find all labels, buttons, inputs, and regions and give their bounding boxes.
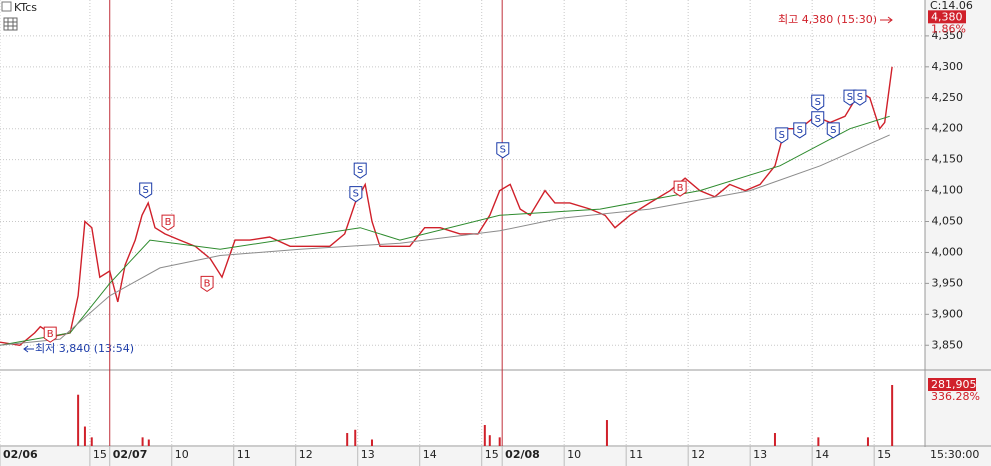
signal-marker	[496, 142, 510, 159]
x-tick-label: 11	[237, 448, 251, 461]
signal-label: S	[500, 145, 506, 156]
y-tick-label: 4,200	[932, 122, 964, 135]
x-tick-label: 02/08	[505, 448, 540, 461]
x-tick-label: 14	[815, 448, 829, 461]
volume-bar	[346, 433, 349, 446]
signal-marker	[43, 326, 57, 343]
price-line	[0, 115, 890, 346]
volume-bar	[147, 439, 150, 446]
volume-bar	[370, 439, 373, 446]
signal-label: S	[797, 125, 803, 136]
signal-marker	[161, 214, 175, 231]
price-box-label: 4,380	[931, 10, 963, 23]
y-tick-label: 4,000	[932, 245, 964, 258]
price-line	[0, 134, 890, 346]
x-tick-label: 02/06	[3, 448, 38, 461]
signal-label: S	[815, 97, 821, 108]
signal-label: S	[143, 185, 149, 196]
signal-label: B	[204, 278, 211, 289]
x-tick-label: 12	[691, 448, 705, 461]
volume-bar	[90, 437, 93, 446]
signal-marker	[793, 122, 807, 139]
signal-marker	[811, 111, 825, 128]
signal-label: S	[779, 130, 785, 141]
signal-label: S	[847, 92, 853, 103]
x-tick-label: 02/07	[113, 448, 148, 461]
x-tick-label: 12	[299, 448, 313, 461]
price-change: 1.86%	[931, 22, 966, 35]
x-tick-label: 14	[423, 448, 437, 461]
signal-label: S	[857, 92, 863, 103]
volume-bar	[83, 426, 86, 446]
checkbox[interactable]	[1, 1, 12, 12]
signal-label: B	[677, 183, 684, 194]
volume-label: 281,905	[931, 378, 977, 391]
signal-label: S	[353, 189, 359, 200]
low-arrow	[23, 345, 34, 353]
signal-marker	[673, 180, 687, 197]
signal-marker	[349, 186, 363, 203]
signal-marker	[826, 122, 840, 139]
high-arrow	[880, 16, 893, 24]
time-axis-panel	[0, 447, 991, 466]
signal-marker	[139, 182, 153, 199]
signal-marker	[353, 162, 367, 179]
y-tick-label: 4,150	[932, 153, 964, 166]
signal-marker	[811, 94, 825, 111]
low-note: 최저 3,840 (13:54)	[35, 342, 134, 355]
signal-marker	[853, 89, 867, 106]
volume-bar	[866, 437, 869, 446]
signal-label: S	[815, 114, 821, 125]
signal-label: B	[165, 217, 172, 228]
x-tick-label: 15	[877, 448, 891, 461]
y-tick-label: 4,300	[932, 60, 964, 73]
table-icon[interactable]	[3, 17, 18, 31]
y-tick-label: 3,950	[932, 276, 964, 289]
volume-bar	[605, 420, 608, 446]
chart-title: KTcs	[14, 1, 37, 14]
volume-bar	[773, 433, 776, 446]
signal-label: S	[830, 125, 836, 136]
y-tick-label: 4,350	[932, 29, 964, 42]
time-label: 15:30:00	[930, 448, 979, 461]
signal-marker	[775, 127, 789, 144]
volume-bar	[488, 435, 491, 446]
signal-label: B	[47, 329, 54, 340]
x-tick-label: 15	[93, 448, 107, 461]
x-tick-label: 13	[361, 448, 375, 461]
x-tick-label: 15	[485, 448, 499, 461]
x-tick-label: 13	[753, 448, 767, 461]
volume-change: 336.28%	[931, 390, 980, 403]
volume-bar	[498, 437, 501, 446]
signal-marker	[200, 275, 214, 292]
volume-bar	[141, 437, 144, 446]
y-tick-label: 4,100	[932, 184, 964, 197]
y-tick-label: 3,850	[932, 338, 964, 351]
volume-box	[928, 378, 976, 392]
header-note: C:14.06	[930, 0, 973, 12]
high-note: 최고 4,380 (15:30)	[778, 13, 877, 26]
y-tick-label: 4,050	[932, 215, 964, 228]
x-tick-label: 11	[629, 448, 643, 461]
signal-label: S	[357, 165, 363, 176]
x-tick-label: 10	[175, 448, 189, 461]
volume-bar	[817, 437, 820, 446]
y-tick-label: 3,900	[932, 307, 964, 320]
x-tick-label: 10	[567, 448, 581, 461]
volume-bar	[891, 385, 894, 446]
price-line	[0, 66, 893, 347]
price-box	[928, 10, 966, 24]
y-tick-label: 4,250	[932, 91, 964, 104]
volume-bar	[77, 394, 80, 446]
table-icon-lines	[4, 18, 17, 30]
volume-bar	[483, 425, 486, 446]
volume-bar	[354, 429, 357, 446]
